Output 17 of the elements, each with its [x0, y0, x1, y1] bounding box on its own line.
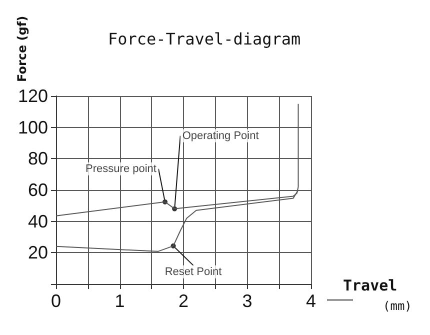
x-tick-label: 1: [114, 291, 125, 311]
y-tick-label: 60: [28, 180, 48, 200]
annotation: Operating Point: [182, 130, 259, 142]
x-tick-label: 2: [178, 291, 189, 311]
y-tick-label: 80: [28, 148, 48, 169]
y-tick-label: 120: [18, 86, 48, 106]
chart-title: Force-Travel-diagram: [108, 30, 301, 48]
x-axis-title: Travel (mm): [343, 276, 412, 313]
x-tick-label: 0: [50, 291, 62, 311]
y-axis-title: Force (gf): [15, 16, 29, 82]
annotation: Reset Point: [164, 266, 222, 278]
annotation: Pressure point: [86, 162, 156, 175]
x-tick-label: 3: [242, 291, 252, 311]
y-tick-label: 20: [28, 242, 48, 263]
y-tick-label: 100: [18, 117, 48, 138]
y-tick-label: 40: [28, 211, 48, 232]
x-tick-label: 4: [306, 291, 316, 311]
